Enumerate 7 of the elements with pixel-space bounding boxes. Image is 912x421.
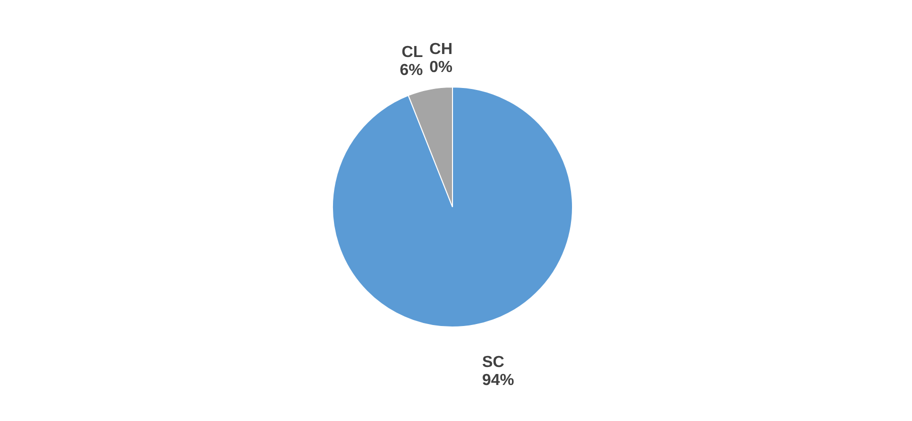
text: 0% — [429, 59, 452, 76]
slice-label: CL — [402, 44, 424, 61]
data-label: 6% — [400, 62, 423, 79]
slice-label: SC — [482, 354, 505, 372]
category-label: CH — [429, 41, 452, 58]
data-label: 94% — [482, 372, 514, 390]
pie-slice — [332, 86, 573, 328]
